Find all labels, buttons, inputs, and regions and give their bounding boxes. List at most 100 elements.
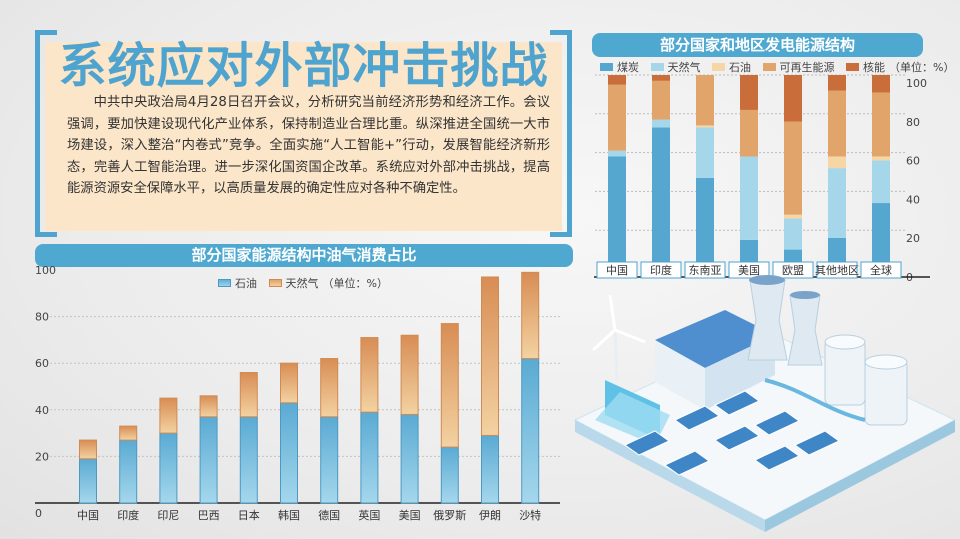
x-tick-label: 印度 xyxy=(650,263,672,277)
bar-segment-4 xyxy=(652,75,670,81)
bar-gas xyxy=(239,372,258,418)
bar-oil xyxy=(521,358,540,504)
bar-segment-3 xyxy=(652,80,670,120)
bar-segment-3 xyxy=(696,75,714,126)
bar-oil xyxy=(119,439,138,504)
bar-segment-4 xyxy=(740,75,758,110)
legend-unit: （单位：%） xyxy=(889,61,955,74)
category-box xyxy=(596,261,638,279)
bar-oil xyxy=(440,446,459,504)
bar-oil xyxy=(280,402,298,504)
platform-edge xyxy=(765,420,955,532)
bar-segment-0 xyxy=(696,177,714,269)
solar-panel-icon xyxy=(714,390,760,416)
pipe xyxy=(764,378,866,422)
right-bracket xyxy=(550,30,572,237)
wind-turbine-icon xyxy=(591,294,646,381)
x-tick-label: 印度 xyxy=(117,508,139,522)
bar-oil xyxy=(199,416,218,504)
chart-title-power: 部分国家和地区发电能源结构 xyxy=(592,33,923,57)
article-body: 中共中央政治局4月28日召开会议，分析研究当前经济形势和经济工作。会议强调，要加… xyxy=(67,95,550,197)
legend-swatch-oil xyxy=(712,63,725,71)
solar-panel-icon xyxy=(674,405,720,431)
y-tick-label: 100 xyxy=(35,264,56,277)
power-plant-illustration xyxy=(573,275,957,532)
solar-panel-icon xyxy=(664,450,710,476)
left-bracket xyxy=(35,30,57,237)
solar-panel-icon xyxy=(754,445,800,471)
y-tick-label: 20 xyxy=(35,450,49,463)
legend-label: 可再生能源 xyxy=(779,61,835,74)
bar-oil xyxy=(79,458,97,504)
y-tick-label: 0 xyxy=(35,507,42,520)
bar-oil xyxy=(360,411,379,504)
legend-label: 核能 xyxy=(863,61,885,74)
bar-segment-3 xyxy=(784,121,802,215)
bar-segment-3 xyxy=(828,90,846,157)
x-tick-label: 美国 xyxy=(738,264,760,277)
x-tick-label: 美国 xyxy=(399,509,421,522)
bar-segment-4 xyxy=(608,75,626,85)
category-box xyxy=(772,261,814,279)
bar-segment-2 xyxy=(696,125,714,128)
legend-swatch-oil xyxy=(218,279,231,287)
x-tick-label: 英国 xyxy=(358,508,380,522)
x-tick-label: 韩国 xyxy=(278,508,300,522)
bar-segment-3 xyxy=(608,84,626,151)
x-tick-label: 沙特 xyxy=(519,508,541,522)
legend-label: 石油 xyxy=(235,277,257,290)
x-tick-label: 全球 xyxy=(870,263,892,277)
legend-swatch-gas xyxy=(268,279,282,287)
legend-swatch-gas xyxy=(650,63,664,71)
legend-label: 天然气 xyxy=(667,61,701,74)
bar-segment-1 xyxy=(784,218,802,250)
bar-oil xyxy=(159,432,178,504)
storage-tank-icon xyxy=(824,334,908,426)
article-box: 系统应对外部冲击挑战 中共中央政治局4月28日召开会议，分析研究当前经济形势和经… xyxy=(35,30,572,237)
bar-gas xyxy=(400,334,419,415)
bar-gas xyxy=(119,425,138,441)
bar-segment-0 xyxy=(608,156,626,269)
x-tick-label: 中国 xyxy=(606,264,628,277)
legend-power: 煤炭 天然气 石油 可再生能源 核能 （单位：%） xyxy=(600,59,954,75)
y-tick-label: 20 xyxy=(906,232,920,245)
category-box xyxy=(816,261,858,279)
power-structure-chart: 020406080100中国印度东南亚美国欧盟其他地区全球 xyxy=(594,74,930,284)
x-tick-label: 中国 xyxy=(77,509,99,522)
x-tick-label: 德国 xyxy=(318,508,340,522)
solar-panel-icon xyxy=(794,430,840,456)
legend-swatch-nuclear xyxy=(846,63,859,71)
bar-segment-1 xyxy=(608,150,626,157)
bar-gas xyxy=(440,323,459,448)
legend-label: 天然气 xyxy=(285,277,319,290)
page-title: 系统应对外部冲击挑战 xyxy=(58,38,549,94)
y-tick-label: 40 xyxy=(35,404,49,417)
bar-segment-2 xyxy=(872,156,890,161)
legend-oilgas: 石油 天然气 （单位：%） xyxy=(218,275,388,291)
x-tick-label: 伊朗 xyxy=(479,509,501,522)
solar-panel-icon xyxy=(714,425,760,451)
bar-oil xyxy=(481,434,499,504)
bar-gas xyxy=(481,276,499,436)
x-tick-label: 东南亚 xyxy=(689,264,722,277)
x-tick-label: 印尼 xyxy=(157,509,179,522)
bar-gas xyxy=(79,439,97,460)
y-tick-label: 100 xyxy=(906,77,927,90)
bar-segment-2 xyxy=(828,156,846,169)
category-box xyxy=(728,261,770,279)
platform-edge xyxy=(575,420,765,532)
x-tick-label: 俄罗斯 xyxy=(433,509,466,522)
bar-oil xyxy=(239,416,258,504)
bar-oil xyxy=(320,416,339,504)
y-tick-label: 80 xyxy=(35,311,49,324)
x-tick-label: 欧盟 xyxy=(782,264,804,277)
bar-segment-1 xyxy=(872,160,890,204)
bar-segment-2 xyxy=(784,214,802,219)
x-tick-label: 日本 xyxy=(238,508,260,522)
legend-unit: （单位：%） xyxy=(322,277,388,290)
bar-segment-1 xyxy=(740,156,758,240)
bar-segment-1 xyxy=(696,127,714,178)
bar-segment-4 xyxy=(784,75,802,122)
bar-segment-4 xyxy=(828,75,846,91)
x-tick-label: 巴西 xyxy=(198,509,220,522)
